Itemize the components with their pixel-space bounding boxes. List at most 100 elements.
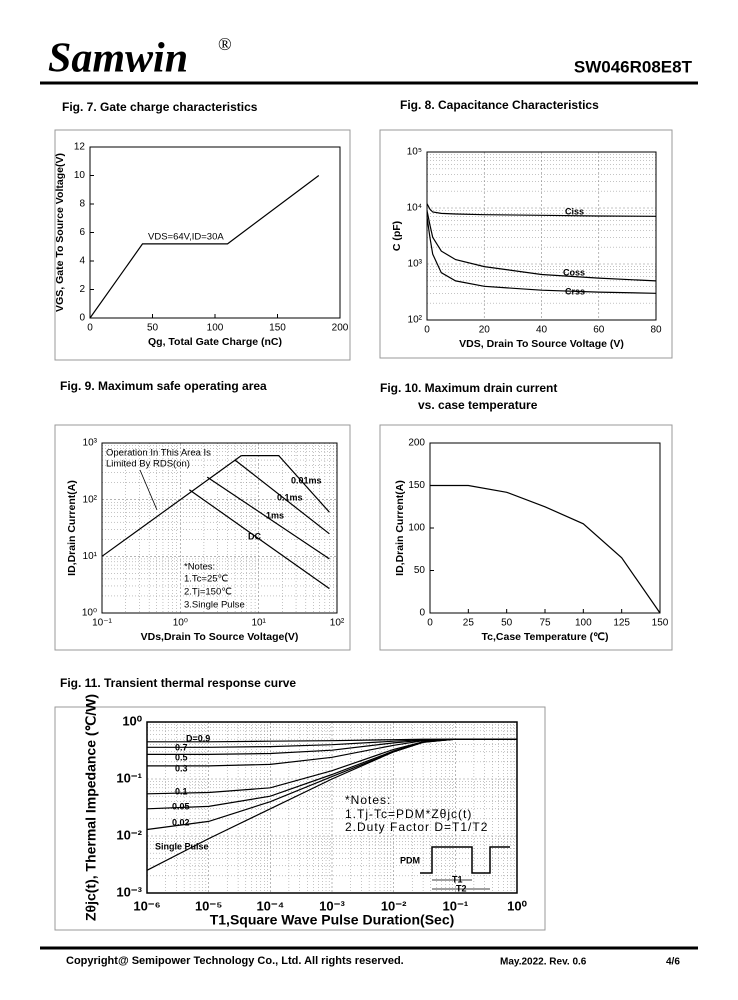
y-tick-label: 10⁻¹	[116, 770, 142, 785]
plot-area	[146, 721, 518, 894]
y-tick-label: 10²	[408, 315, 423, 326]
chart-frame	[379, 129, 673, 359]
y-tick-label: 10⁰	[82, 608, 97, 619]
chart-title: Fig. 9. Maximum safe operating area	[60, 379, 267, 393]
series-label: 0.3	[175, 763, 188, 773]
x-tick-label: 150	[269, 323, 286, 334]
chart-frame	[54, 129, 351, 361]
registered-mark: ®	[218, 34, 232, 54]
annotation: Operation In This Area Is	[106, 448, 211, 459]
x-tick-label: 10⁻¹	[443, 898, 469, 913]
x-tick-label: 25	[463, 618, 475, 629]
plot-area	[89, 146, 341, 319]
part-number: SW046R08E8T	[574, 57, 693, 76]
series-label: Ciss	[565, 206, 584, 216]
arrow	[139, 469, 158, 511]
y-tick-label: 10⁻²	[116, 827, 142, 842]
annotation: Limited By RDS(on)	[106, 459, 190, 470]
x-tick-label: 80	[650, 325, 662, 336]
data-line	[206, 476, 330, 560]
chart-frame	[54, 706, 546, 931]
data-line	[426, 210, 657, 282]
y-axis-label: C (pF)	[391, 221, 403, 251]
data-line	[234, 459, 330, 535]
x-tick-label: 10⁰	[507, 898, 527, 913]
x-tick-label: 50	[501, 618, 513, 629]
series-label: 0.01ms	[291, 475, 322, 485]
series-label: D=0.9	[186, 733, 210, 743]
series-label: Single Pulse	[155, 841, 209, 851]
annotation: T2	[456, 883, 467, 893]
y-tick-label: 100	[408, 523, 425, 534]
annotation: VDS=64V,ID=30A	[148, 232, 224, 243]
chart-frame	[379, 424, 673, 651]
series-label: DC	[248, 531, 261, 541]
plot-area	[426, 151, 657, 321]
annotation: 2.Tj=150℃	[184, 587, 232, 598]
chart-subtitle: vs. case temperature	[418, 398, 538, 412]
y-tick-label: 10⁰	[122, 713, 142, 728]
x-tick-label: 0	[87, 323, 93, 334]
plot-area	[429, 442, 661, 614]
x-tick-label: 200	[332, 323, 349, 334]
x-tick-label: 40	[536, 325, 548, 336]
x-tick-label: 20	[479, 325, 491, 336]
y-tick-label: 0	[419, 608, 425, 619]
y-tick-label: 8	[79, 199, 85, 210]
series-label: 0.1	[175, 786, 188, 796]
y-tick-label: 10³	[408, 259, 423, 270]
x-tick-label: 10⁰	[173, 618, 188, 629]
data-line	[188, 489, 330, 590]
data-line	[426, 203, 657, 217]
data-line	[426, 216, 657, 294]
brand: Samwin	[48, 36, 188, 82]
x-tick-label: 125	[613, 618, 630, 629]
x-tick-label: 60	[593, 325, 605, 336]
chart-title: Fig. 8. Capacitance Characteristics	[400, 98, 599, 112]
series-label: Crss	[565, 286, 585, 296]
y-tick-label: 10⁻³	[116, 884, 142, 899]
x-axis-label: Tc,Case Temperature (℃)	[482, 631, 609, 643]
x-axis-label: VDS, Drain To Source Voltage (V)	[459, 338, 624, 350]
annotation: PDM	[400, 855, 420, 865]
y-tick-label: 10³	[83, 438, 98, 449]
x-tick-label: 0	[427, 618, 433, 629]
y-axis-label: VGS, Gate To Source Voltage(V)	[54, 153, 66, 312]
y-tick-label: 200	[408, 438, 425, 449]
x-tick-label: 10⁻²	[381, 898, 407, 913]
y-axis-label: Zθjc(t), Thermal Impedance (℃/W)	[83, 694, 99, 921]
series-label: 0.1ms	[277, 492, 303, 502]
y-tick-label: 6	[79, 227, 85, 238]
series-label: 1ms	[266, 510, 284, 520]
chart-frame	[54, 424, 351, 651]
x-axis-label: T1,Square Wave Pulse Duration(Sec)	[210, 912, 455, 928]
x-tick-label: 10⁻³	[319, 898, 345, 913]
x-tick-label: 100	[575, 618, 592, 629]
series-label: 0.02	[172, 817, 190, 827]
chart-title: Fig. 11. Transient thermal response curv…	[60, 676, 296, 690]
y-tick-label: 10	[74, 170, 86, 181]
annotation: 1.Tc=25℃	[184, 574, 229, 585]
x-tick-label: 150	[652, 618, 669, 629]
y-tick-label: 150	[408, 480, 425, 491]
x-tick-label: 75	[539, 618, 551, 629]
pulse-diagram	[420, 846, 510, 874]
y-axis-label: ID,Drain Current(A)	[394, 480, 406, 576]
x-tick-label: 10¹	[251, 618, 266, 629]
plot-area	[101, 442, 338, 614]
annotation: *Notes:	[184, 562, 215, 573]
y-tick-label: 0	[79, 313, 85, 324]
x-axis-label: Qg, Total Gate Charge (nC)	[148, 336, 282, 348]
y-tick-label: 10⁴	[407, 203, 422, 214]
y-tick-label: 50	[414, 565, 426, 576]
series-label: 0.7	[175, 742, 188, 752]
page-number: 4/6	[666, 957, 680, 968]
series-label: Coss	[563, 267, 585, 277]
data-line	[89, 175, 320, 319]
y-tick-label: 10⁵	[407, 147, 422, 158]
x-tick-label: 100	[207, 323, 224, 334]
annotation: 2.Duty Factor D=T1/T2	[345, 820, 488, 834]
annotation: 1.Tj-Tc=PDM*Zθjc(t)	[345, 807, 472, 821]
x-tick-label: 10⁻⁴	[256, 898, 284, 913]
